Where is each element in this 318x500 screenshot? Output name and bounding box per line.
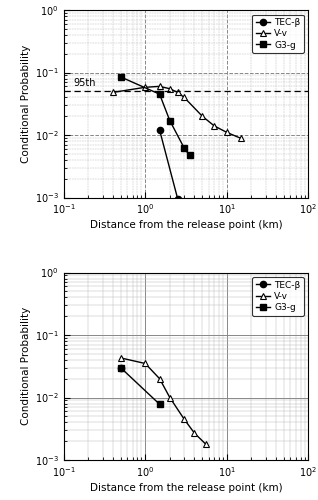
V-v <box>158 84 162 89</box>
Line: V-v: V-v <box>117 354 209 448</box>
TEC-β <box>176 196 180 202</box>
V-v <box>119 355 122 361</box>
X-axis label: Distance from the release point (km): Distance from the release point (km) <box>90 220 282 230</box>
V-v <box>143 84 147 90</box>
V-v <box>158 376 162 382</box>
V-v <box>225 130 229 136</box>
V-v <box>192 430 196 436</box>
G3-g <box>119 74 122 80</box>
Legend: TEC-β, V-v, G3-g: TEC-β, V-v, G3-g <box>252 14 304 53</box>
Text: 95th: 95th <box>73 78 95 88</box>
Line: G3-g: G3-g <box>118 364 163 408</box>
V-v <box>239 136 243 141</box>
V-v <box>176 90 180 96</box>
Line: V-v: V-v <box>109 83 245 142</box>
V-v <box>143 360 147 366</box>
X-axis label: Distance from the release point (km): Distance from the release point (km) <box>90 483 282 493</box>
V-v <box>204 441 208 447</box>
Y-axis label: Conditional Probability: Conditional Probability <box>21 44 31 163</box>
V-v <box>168 394 172 400</box>
G3-g <box>119 364 122 370</box>
G3-g <box>182 145 186 151</box>
V-v <box>212 123 216 129</box>
TEC-β <box>158 127 162 133</box>
Legend: TEC-β, V-v, G3-g: TEC-β, V-v, G3-g <box>252 277 304 316</box>
G3-g <box>168 118 172 124</box>
V-v <box>200 113 204 119</box>
G3-g <box>188 152 191 158</box>
V-v <box>182 416 186 422</box>
Line: TEC-β: TEC-β <box>156 127 181 202</box>
V-v <box>111 90 115 96</box>
V-v <box>182 94 186 100</box>
Y-axis label: Conditional Probability: Conditional Probability <box>21 307 31 426</box>
G3-g <box>158 401 162 407</box>
V-v <box>168 86 172 91</box>
Line: G3-g: G3-g <box>118 74 193 158</box>
G3-g <box>158 91 162 97</box>
